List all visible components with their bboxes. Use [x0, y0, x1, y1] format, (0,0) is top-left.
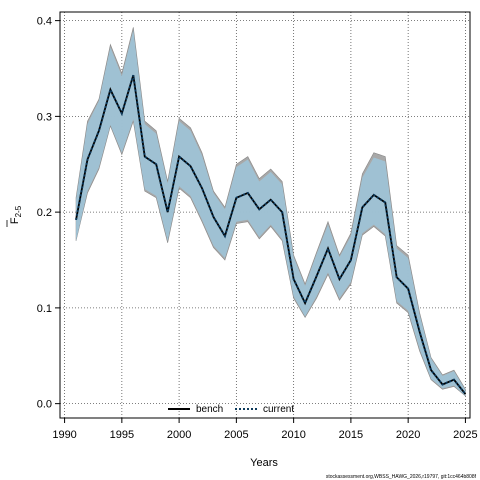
y-tick-label-4: 0.4: [37, 16, 52, 28]
legend-label-bench: bench: [196, 404, 223, 415]
line-current: [75, 74, 467, 395]
x-tick-label-7: 2025: [453, 429, 477, 441]
y-axis-title-subscript: 2-5: [14, 205, 23, 217]
band-current: [76, 30, 466, 396]
confidence-bands: [75, 27, 466, 397]
x-tick-label-0: 1990: [52, 429, 76, 441]
legend-label-current: current: [263, 404, 294, 415]
x-tick-label-4: 2010: [281, 429, 305, 441]
y-axis-title-main: F: [9, 217, 21, 224]
y-tick-label-2: 0.2: [37, 207, 52, 219]
x-axis-title: Years: [250, 457, 278, 469]
x-tick-label-3: 2005: [224, 429, 248, 441]
x-tick-label-1: 1995: [110, 429, 134, 441]
y-axis: 0.0 0.1 0.2 0.3 0.4: [37, 16, 60, 411]
x-tick-label-2: 2000: [167, 429, 191, 441]
x-axis: 1990 1995 2000 2005 2010 2015 2020 2025: [52, 418, 478, 441]
plot-frame: [59, 11, 471, 419]
x-tick-label-5: 2015: [339, 429, 363, 441]
series-lines: [75, 74, 467, 395]
x-tick-label-6: 2020: [396, 429, 420, 441]
y-axis-title: F2-5: [6, 205, 23, 227]
legend: bench current: [168, 404, 294, 415]
y-tick-label-0: 0.0: [37, 399, 52, 411]
footnote: stockassessment.org,WBSS_HAWG_2026,r1979…: [326, 474, 477, 480]
y-tick-label-1: 0.1: [37, 303, 52, 315]
svg-text:F2-5: F2-5: [9, 205, 23, 224]
y-tick-label-3: 0.3: [37, 111, 52, 123]
